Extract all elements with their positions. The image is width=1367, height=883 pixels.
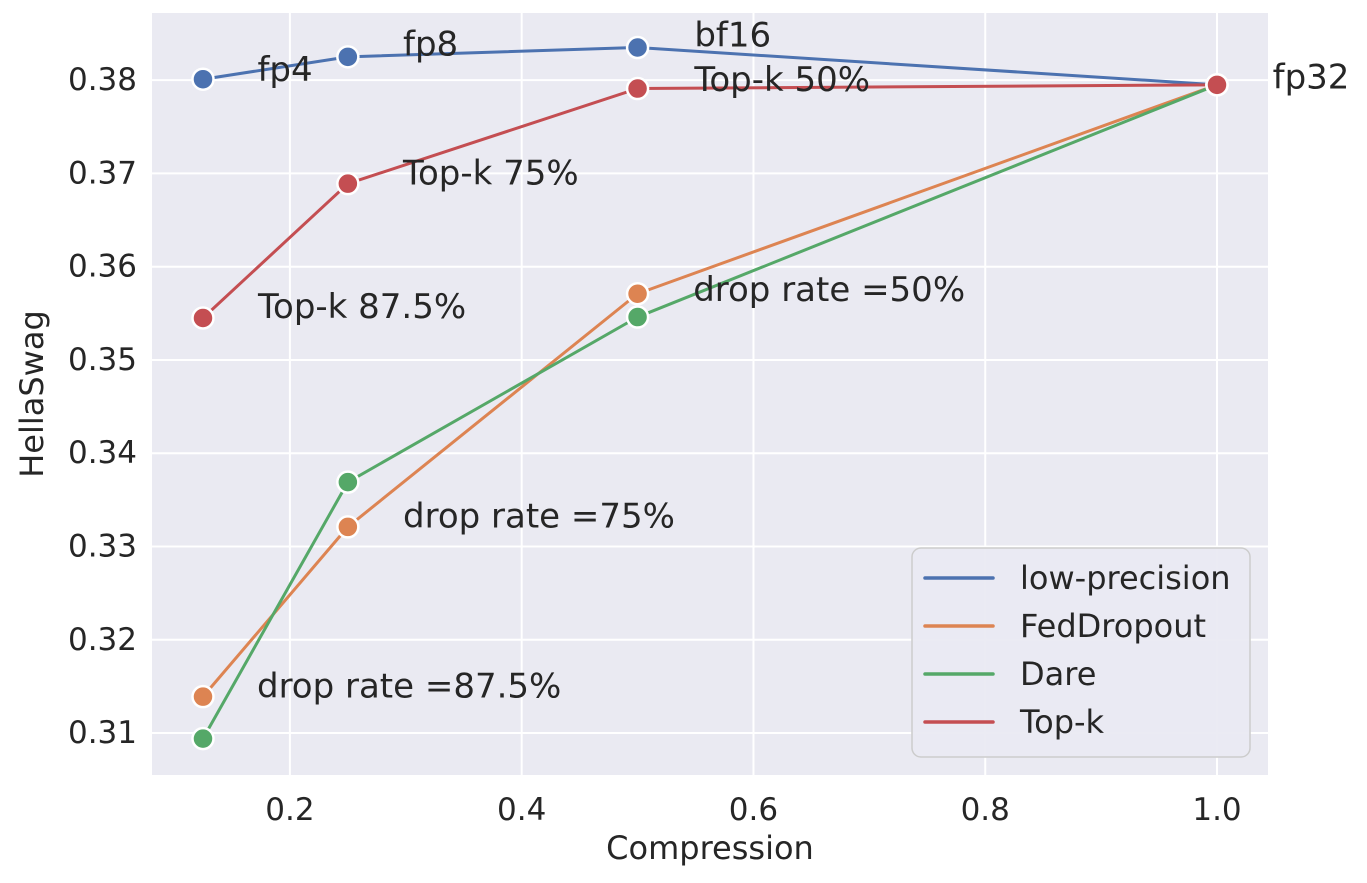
x-tick-label: 0.4 <box>497 792 546 828</box>
legend-label-feddropout: FedDropout <box>1020 607 1206 645</box>
y-axis-title: HellaSwag <box>13 310 51 478</box>
y-tick-label: 0.31 <box>68 715 137 751</box>
data-point-low-precision <box>191 67 215 91</box>
y-tick-label: 0.35 <box>68 342 137 378</box>
legend-label-low-precision: low-precision <box>1020 559 1231 597</box>
x-tick-label: 0.8 <box>961 792 1010 828</box>
legend-box <box>911 547 1251 758</box>
data-point-low-precision <box>625 35 650 60</box>
data-point-feddropout <box>336 515 360 539</box>
y-tick-label: 0.32 <box>68 622 137 658</box>
annotation-fp8: fp8 <box>403 25 458 65</box>
data-point-top-k <box>625 76 650 101</box>
annotation-drop-rate-75-: drop rate =75% <box>403 497 675 537</box>
legend: low-precision FedDropout Dare Top-k <box>911 547 1251 758</box>
annotation-drop-rate-50-: drop rate =50% <box>693 270 965 310</box>
data-point-dare <box>191 726 215 751</box>
x-tick-label: 1.0 <box>1192 792 1241 828</box>
y-tick-label: 0.38 <box>68 62 137 98</box>
y-tick-label: 0.34 <box>68 435 137 471</box>
series-line-dare <box>201 83 1219 741</box>
y-tick-label: 0.37 <box>68 155 137 191</box>
y-tick-label: 0.36 <box>68 249 137 285</box>
data-point-feddropout <box>625 281 650 306</box>
annotation-drop-rate-87-5-: drop rate =87.5% <box>257 666 561 706</box>
annotation-top-k-87-5-: Top-k 87.5% <box>257 287 466 327</box>
series-layer <box>201 46 1219 741</box>
data-point-feddropout <box>191 684 215 709</box>
annotation-top-k-75-: Top-k 75% <box>402 153 579 193</box>
tick-label-layer: 0.2 0.4 0.6 0.8 1.0 0.31 0.32 0.33 0.34 0.35 0.36 0… <box>68 62 1242 828</box>
marker-layer <box>191 35 1229 751</box>
x-tick-label: 0.6 <box>729 792 778 828</box>
annotation-bf16: bf16 <box>694 15 771 55</box>
y-tick-label: 0.33 <box>68 528 137 564</box>
annotation-fp4: fp4 <box>257 50 312 90</box>
series-line-top-k <box>201 83 1219 320</box>
data-point-top-k <box>336 171 360 196</box>
annotation-layer: fp4 fp8 bf16 Top-k 50% fp32 Top-k 75% Top-k 87… <box>257 15 1349 706</box>
legend-label-top-k: Top-k <box>1019 703 1105 741</box>
annotation-top-k-50-: Top-k 50% <box>693 60 870 100</box>
data-point-low-precision <box>336 45 360 69</box>
annotation-fp32: fp32 <box>1273 57 1350 97</box>
data-point-top-k <box>1205 73 1229 97</box>
legend-label-dare: Dare <box>1020 655 1096 693</box>
x-axis-title: Compression <box>606 829 814 867</box>
data-point-top-k <box>191 306 215 330</box>
series-line-low-precision <box>201 46 1219 87</box>
data-point-dare <box>336 470 360 494</box>
data-point-dare <box>625 305 650 329</box>
x-tick-label: 0.2 <box>265 792 314 828</box>
